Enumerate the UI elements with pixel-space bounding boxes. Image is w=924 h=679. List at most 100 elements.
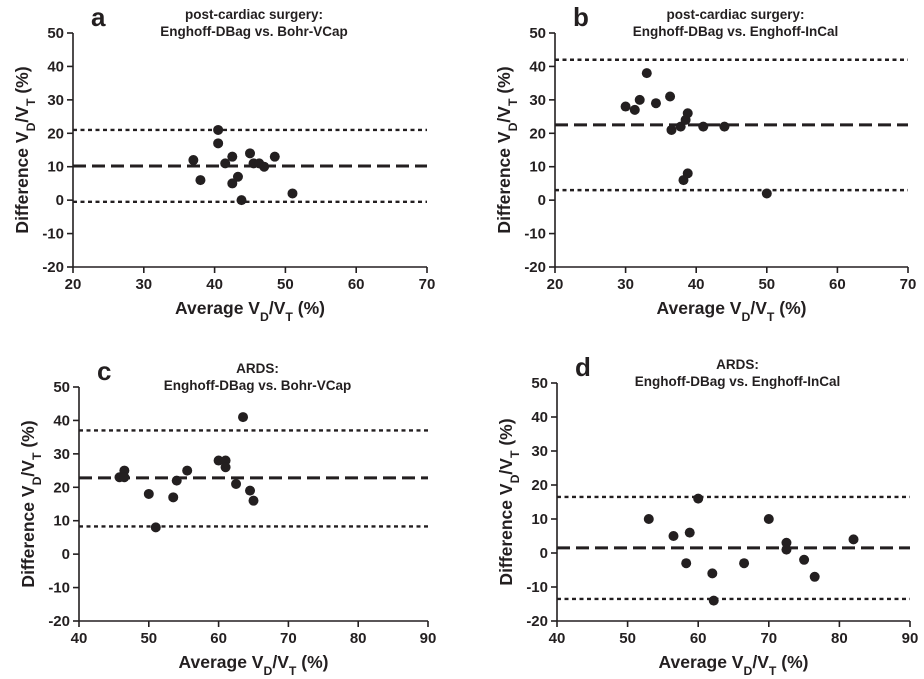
data-point: [719, 121, 730, 132]
panel-d: d ARDS: Enghoff-DBag vs. Enghoff-InCal -20 -…: [496, 352, 918, 678]
x-axis-label: Average VD/VT (%): [657, 298, 807, 324]
x-tick-label: 70: [419, 276, 436, 293]
x-tick-label: 20: [65, 276, 82, 293]
panel-letter: a: [91, 2, 106, 32]
x-tick-label: 20: [547, 276, 564, 293]
x-axis-label: Average VD/VT (%): [179, 652, 329, 678]
data-point: [188, 155, 199, 166]
y-tick-label: 40: [529, 58, 546, 75]
data-point: [182, 465, 193, 476]
data-point: [236, 195, 247, 206]
data-point: [195, 175, 206, 186]
data-point: [781, 544, 792, 555]
x-tick-label: 50: [140, 630, 157, 647]
data-point: [232, 171, 243, 182]
chart-title-line: Enghoff-DBag vs. Bohr-VCap: [160, 24, 348, 39]
data-point: [763, 514, 774, 524]
y-tick-label: -20: [48, 613, 70, 630]
data-point: [227, 151, 238, 162]
y-tick-label: -10: [42, 226, 64, 243]
panel-c: c ARDS: Enghoff-DBag vs. Bohr-VCap -20 -10 0 1…: [18, 356, 436, 678]
chart-title-line: Enghoff-DBag vs. Enghoff-InCal: [635, 374, 840, 389]
panel-letter: b: [573, 2, 589, 32]
x-tick-label: 70: [280, 630, 297, 647]
y-tick-label: -10: [524, 226, 546, 243]
x-axis-label: Average VD/VT (%): [659, 652, 809, 678]
x-tick-label: 50: [758, 276, 775, 293]
y-tick-label: 40: [53, 412, 70, 429]
x-axis-label: Average VD/VT (%): [175, 298, 325, 324]
x-tick-label: 60: [829, 276, 846, 293]
x-tick-label: 40: [688, 276, 705, 293]
y-tick-label: 10: [529, 159, 546, 176]
data-point: [629, 104, 640, 115]
data-point: [707, 568, 718, 579]
chart-title-line: post-cardiac surgery:: [666, 7, 804, 22]
data-point: [245, 148, 255, 159]
data-point: [698, 121, 709, 132]
y-axis-label: Difference VD/VT (%): [496, 418, 522, 585]
data-point: [668, 531, 679, 541]
data-point: [666, 124, 677, 135]
data-point: [143, 488, 154, 499]
y-tick-label: 0: [540, 545, 548, 562]
data-point: [231, 478, 242, 489]
x-tick-label: 70: [760, 630, 777, 647]
data-point: [799, 554, 810, 565]
y-tick-label: -10: [526, 579, 548, 596]
data-point: [287, 188, 298, 199]
data-point: [665, 91, 676, 102]
x-tick-label: 80: [831, 630, 848, 647]
data-point: [681, 558, 692, 569]
y-axis-label: Difference VD/VT (%): [12, 66, 38, 233]
y-tick-label: 0: [56, 192, 64, 209]
data-point: [739, 558, 750, 569]
y-tick-label: -10: [48, 580, 70, 597]
y-tick-label: 10: [53, 513, 70, 530]
data-point: [643, 514, 654, 524]
data-point: [641, 68, 652, 79]
data-point: [213, 124, 224, 135]
y-tick-label: 30: [53, 446, 70, 463]
x-tick-label: 60: [690, 630, 707, 647]
data-point: [171, 475, 182, 486]
data-point: [119, 472, 130, 483]
data-point: [168, 492, 179, 503]
y-tick-label: 50: [53, 379, 70, 396]
y-tick-label: 40: [47, 58, 64, 75]
y-tick-label: 20: [47, 125, 64, 142]
y-tick-label: 30: [529, 92, 546, 109]
y-axis-label: Difference VD/VT (%): [18, 420, 44, 587]
data-point: [848, 534, 859, 545]
y-tick-label: 0: [62, 546, 70, 563]
panel-letter: c: [97, 356, 111, 386]
data-point: [708, 595, 719, 606]
data-point: [693, 493, 704, 504]
y-tick-label: -20: [42, 259, 64, 276]
data-point: [150, 522, 161, 533]
data-point: [227, 178, 238, 189]
chart-title-line: ARDS:: [236, 361, 279, 376]
chart-title-line: ARDS:: [716, 357, 759, 372]
data-point: [809, 571, 820, 582]
y-tick-label: 50: [529, 25, 546, 42]
y-tick-label: 30: [47, 92, 64, 109]
data-point: [684, 527, 695, 538]
x-tick-label: 90: [420, 630, 437, 647]
y-tick-label: 10: [531, 511, 548, 528]
data-point: [238, 412, 249, 423]
x-tick-label: 60: [210, 630, 227, 647]
y-tick-label: 10: [47, 159, 64, 176]
x-tick-label: 40: [549, 630, 566, 647]
y-tick-label: 20: [53, 479, 70, 496]
y-tick-label: -20: [526, 613, 548, 630]
y-tick-label: 30: [531, 443, 548, 460]
panel-a: a post-cardiac surgery: Enghoff-DBag vs. B…: [12, 2, 435, 324]
y-tick-label: 20: [531, 477, 548, 494]
x-tick-label: 50: [619, 630, 636, 647]
x-tick-label: 30: [617, 276, 634, 293]
x-tick-label: 30: [135, 276, 152, 293]
x-tick-label: 90: [902, 630, 919, 647]
data-point: [682, 108, 693, 119]
